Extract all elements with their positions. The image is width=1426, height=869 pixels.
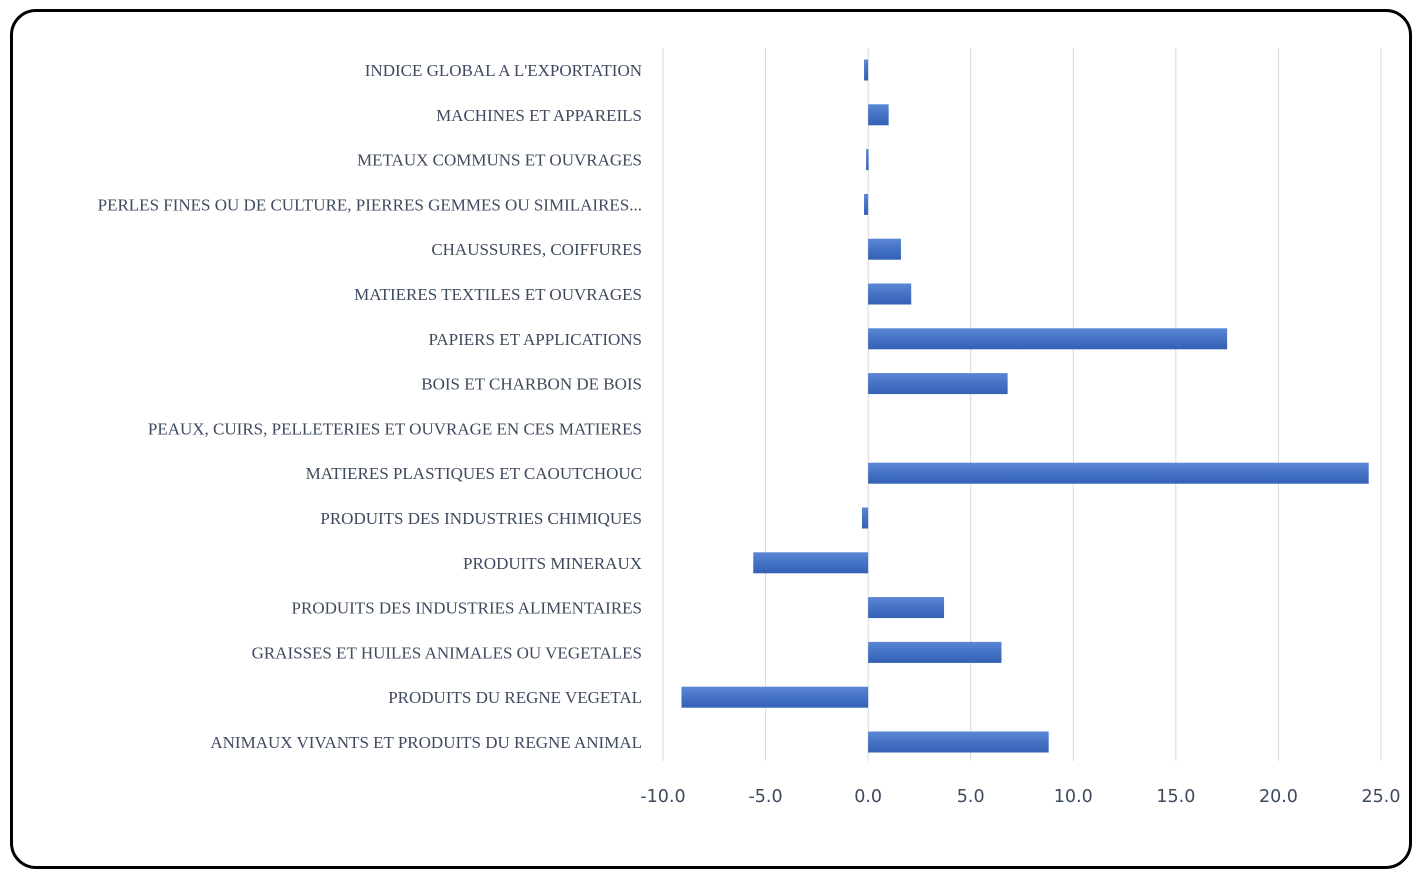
- category-label: MACHINES ET APPAREILS: [436, 106, 642, 125]
- category-labels: INDICE GLOBAL A L'EXPORTATION MACHINES ET…: [98, 61, 642, 752]
- x-tick-label: -5.0: [748, 787, 782, 807]
- bar: [681, 686, 869, 708]
- x-tick-label: 15.0: [1156, 787, 1195, 807]
- category-label: PEAUX, CUIRS, PELLETERIES ET OUVRAGE EN …: [148, 419, 642, 438]
- category-label: PRODUITS DES INDUSTRIES ALIMENTAIRES: [292, 599, 642, 618]
- bar: [866, 149, 869, 171]
- category-label: CHAUSSURES, COIFFURES: [431, 240, 642, 259]
- category-label: INDICE GLOBAL A L'EXPORTATION: [365, 61, 642, 80]
- category-label: ANIMAUX VIVANTS ET PRODUITS DU REGNE ANI…: [210, 733, 642, 752]
- category-label: PRODUITS DU REGNE VEGETAL: [388, 688, 642, 707]
- bar: [864, 193, 869, 215]
- category-label: MATIERES PLASTIQUES ET CAOUTCHOUC: [306, 464, 642, 483]
- bar: [861, 507, 869, 529]
- bar: [868, 731, 1049, 753]
- x-tick-label: 5.0: [957, 787, 985, 807]
- x-tick-label: 0.0: [854, 787, 882, 807]
- category-label: PRODUITS DES INDUSTRIES CHIMIQUES: [320, 509, 642, 528]
- x-tick-label: -10.0: [640, 787, 685, 807]
- category-label: PAPIERS ET APPLICATIONS: [428, 330, 642, 349]
- category-label: BOIS ET CHARBON DE BOIS: [421, 375, 642, 394]
- bar: [868, 641, 1002, 663]
- x-tick-label: 25.0: [1362, 787, 1401, 807]
- x-tick-label: 10.0: [1054, 787, 1093, 807]
- category-label: PERLES FINES OU DE CULTURE, PIERRES GEMM…: [98, 195, 642, 214]
- x-tick-labels: -10.0 -5.0 0.0 5.0 10.0 15.0 20.0 25.0: [640, 787, 1400, 807]
- bar: [753, 552, 869, 574]
- bar: [864, 59, 869, 81]
- category-label: METAUX COMMUNS ET OUVRAGES: [357, 151, 642, 170]
- category-label: PRODUITS MINERAUX: [463, 554, 642, 573]
- bar: [868, 328, 1228, 350]
- category-label: MATIERES TEXTILES ET OUVRAGES: [354, 285, 642, 304]
- gridlines: [662, 48, 1382, 761]
- category-label: GRAISSES ET HUILES ANIMALES OU VEGETALES: [252, 643, 642, 662]
- bar: [868, 462, 1369, 484]
- chart-frame: [10, 9, 1412, 869]
- bar: [868, 283, 912, 305]
- bars: [681, 59, 1369, 753]
- x-tick-label: 20.0: [1259, 787, 1298, 807]
- bar: [868, 104, 889, 126]
- bar: [868, 597, 945, 619]
- bar: [868, 238, 901, 260]
- bar: [868, 373, 1008, 395]
